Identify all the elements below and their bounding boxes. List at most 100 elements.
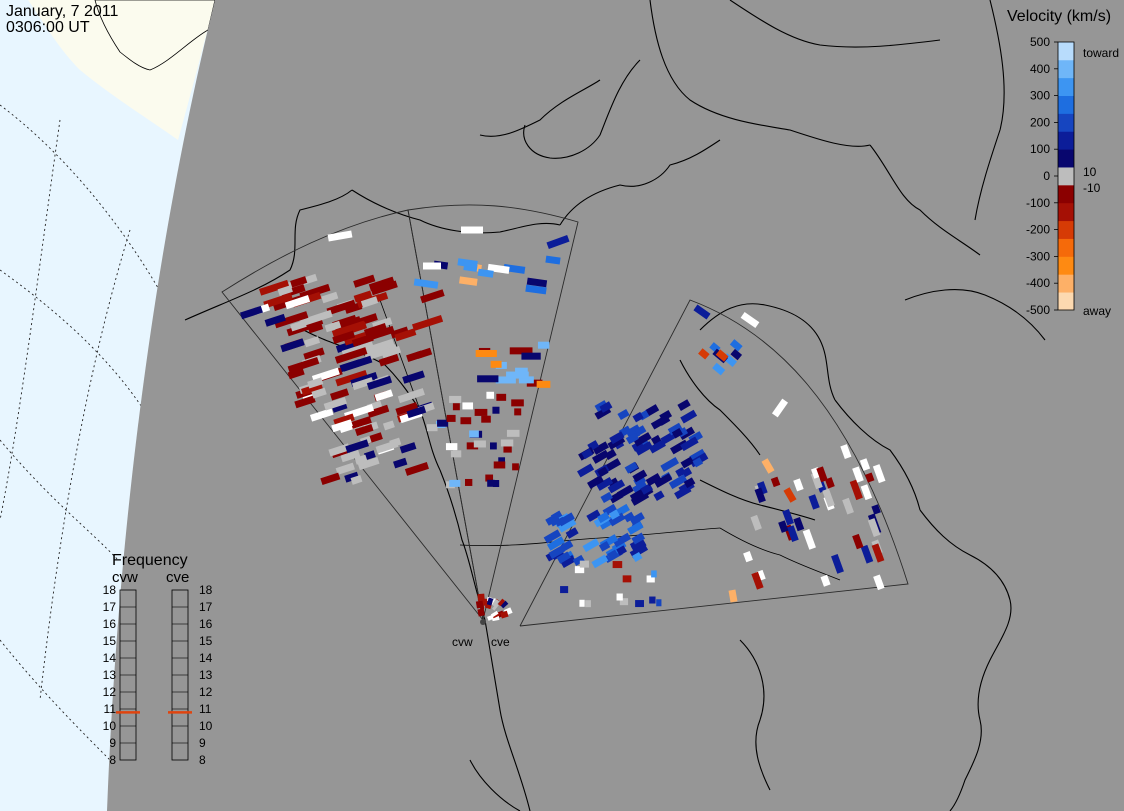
radar-echo-cell — [280, 338, 305, 353]
radar-echo-cell — [495, 376, 516, 384]
frequency-level-label: 14 — [199, 651, 213, 665]
radar-echo-cell — [486, 597, 494, 606]
radar-echo-cell — [632, 469, 648, 483]
radar-echo-cell — [370, 280, 398, 296]
radar-echo-cell — [274, 311, 309, 329]
radar-echo-cell — [560, 555, 576, 569]
radar-echo-cell — [500, 610, 509, 619]
frequency-radar-cve: cve — [166, 569, 189, 586]
radar-echo-cell — [712, 362, 726, 376]
radar-echo-cell — [545, 255, 561, 265]
radar-echo-cell — [729, 339, 743, 352]
radar-echo-cell — [239, 305, 263, 320]
radar-echo-cell — [326, 299, 357, 316]
radar-echo-cell — [865, 472, 875, 483]
radar-echo-cell — [343, 332, 367, 346]
colorbar-tick-label: -200 — [1026, 223, 1050, 237]
radar-echo-cell — [514, 408, 522, 416]
colorbar-tick-label: 400 — [1030, 62, 1050, 76]
radar-echo-cell — [506, 429, 520, 437]
frequency-radar-cvw: cvw — [112, 569, 138, 586]
frequency-level-label: 9 — [109, 736, 116, 750]
radar-echo-cell — [629, 488, 646, 502]
radar-echo-cell — [632, 411, 644, 423]
radar-echo-cell — [466, 442, 479, 450]
radar-echo-cell — [871, 504, 881, 515]
radar-echo-cell — [320, 472, 341, 486]
radar-echo-cell — [556, 551, 571, 564]
radar-echo-cell — [597, 511, 610, 524]
fov-cve — [519, 299, 909, 627]
radar-echo-cell — [490, 360, 502, 368]
radar-echo-cell — [630, 539, 647, 553]
radar-echo-cell — [469, 430, 479, 438]
radar-echoes — [239, 226, 886, 622]
radar-echo-cell — [692, 457, 704, 468]
radar-echo-cell — [656, 599, 662, 607]
radar-echo-cell — [366, 325, 395, 342]
colorbar-tick-label: -100 — [1026, 196, 1050, 210]
radar-echo-cell — [667, 422, 683, 436]
radar-echo-cell — [363, 323, 388, 337]
radar-echo-cell — [629, 512, 645, 526]
radar-echo-cell — [423, 262, 441, 270]
colorbar-segment — [1058, 202, 1074, 222]
radar-echo-cell — [375, 440, 399, 454]
radar-echo-cell — [487, 479, 495, 487]
radar-echo-cell — [849, 479, 863, 501]
radar-echo-cell — [331, 419, 353, 433]
radar-echo-cell — [395, 402, 419, 416]
radar-echo-cell — [492, 480, 500, 488]
radar-echo-cell — [493, 461, 506, 469]
radar-echo-cell — [407, 388, 425, 400]
radar-echo-cell — [490, 610, 499, 618]
radar-echo-cell — [650, 434, 662, 446]
colorbar-segment — [1058, 42, 1074, 61]
radar-echo-cell — [474, 408, 488, 416]
frequency-level-label: 17 — [199, 600, 213, 614]
radar-echo-cell — [413, 278, 439, 289]
radar-echo-cell — [324, 320, 342, 333]
radar-echo-cell — [560, 540, 574, 552]
radar-label-cve: cve — [491, 635, 510, 649]
radar-echo-cell — [335, 462, 355, 475]
radar-echo-cell — [592, 441, 610, 455]
radar-echo-cell — [526, 379, 543, 387]
radar-echo-cell — [399, 442, 417, 454]
radar-echo-cell — [730, 348, 743, 361]
coastlines — [184, 0, 1046, 811]
radar-echo-cell — [649, 596, 656, 604]
radar-echo-cell — [680, 409, 698, 424]
radar-echo-cell — [653, 473, 673, 488]
radar-echo-cell — [671, 428, 683, 439]
radar-echo-cell — [309, 407, 334, 422]
radar-echo-cell — [481, 415, 491, 423]
radar-echo-cell — [485, 474, 494, 482]
radar-echo-cell — [557, 517, 577, 533]
radar-echo-cell — [750, 514, 762, 531]
radar-echo-cell — [675, 466, 686, 478]
colorbar-segment — [1058, 113, 1074, 132]
radar-echo-cell — [757, 481, 768, 495]
radar-echo-cell — [607, 549, 619, 561]
radar-echo-cell — [572, 554, 585, 566]
radar-echo-cell — [586, 509, 601, 522]
radar-echo-cell — [557, 512, 575, 527]
radar-echo-cell — [627, 521, 644, 535]
radar-echo-cell — [364, 338, 395, 355]
radar-echo-cell — [366, 375, 393, 390]
radar-echo-cell — [344, 302, 363, 314]
radar-echo-cell — [311, 387, 327, 399]
radar-echo-cell — [277, 285, 293, 297]
radar-echo-cell — [859, 458, 871, 471]
radar-echo-cell — [344, 471, 360, 483]
radar-echo-cell — [357, 457, 380, 471]
radar-echo-cell — [290, 276, 308, 288]
radar-echo-cell — [335, 369, 368, 387]
velocity-colorbar: Velocity (km/s) 500 400 300 200 100 0 -100 -200… — [1007, 8, 1119, 318]
frequency-level-label: 14 — [103, 651, 117, 665]
radar-echo-cell — [608, 509, 620, 520]
frequency-level-label: 18 — [103, 583, 117, 597]
radar-echo-cell — [492, 598, 500, 608]
